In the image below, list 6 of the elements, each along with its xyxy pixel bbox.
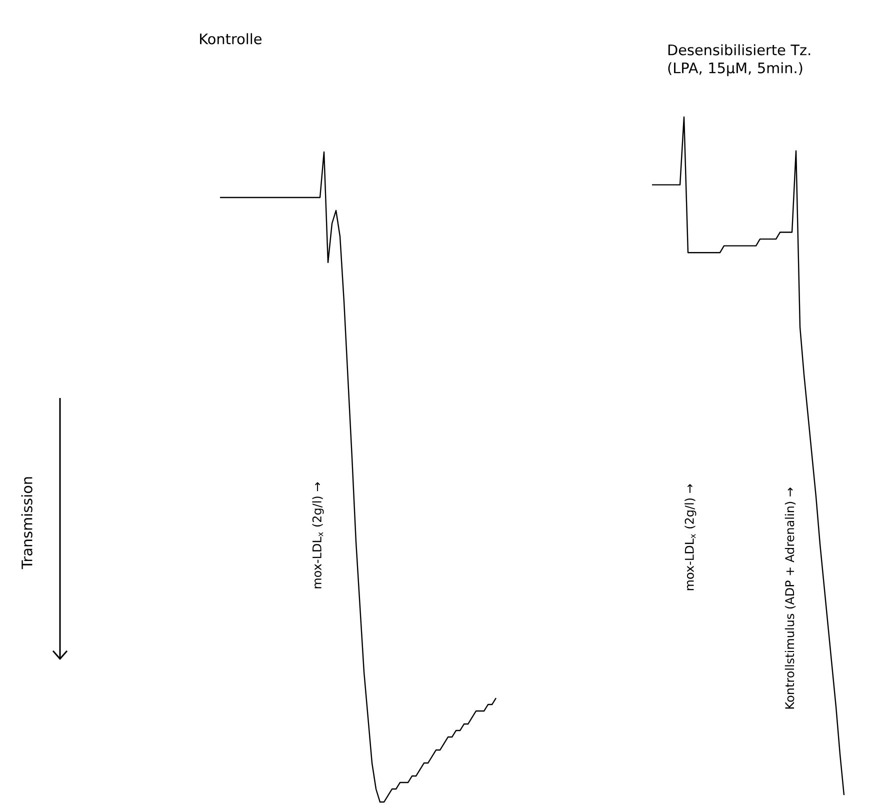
annotation: mox-LDL$_{x}$ (2g/l) → — [684, 484, 696, 590]
chart-title: Desensibilisierte Tz. (LPA, 15µM, 5min.) — [668, 44, 810, 76]
annotation: Kontrollstimulus (ADP + Adrenalin) → — [784, 488, 796, 709]
y-axis-title: Transmission — [21, 477, 32, 570]
annotation: mox-LDL$_{x}$ (2g/l) → — [312, 482, 324, 588]
chart-title: Kontrolle — [200, 33, 262, 44]
